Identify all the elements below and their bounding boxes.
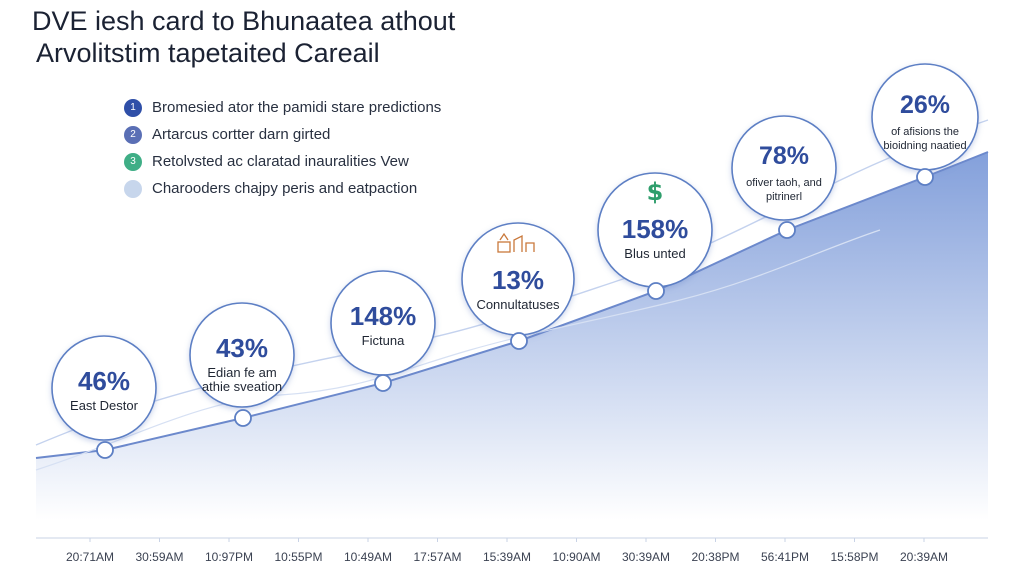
bubble-label: pitrinerl	[766, 191, 802, 203]
legend-item: 1 Bromesied ator the pamidi stare predic…	[124, 94, 441, 121]
bubble-value: 26%	[900, 91, 950, 119]
area-fill	[36, 152, 988, 520]
legend-item: Charooders chajpy peris and eatpaction	[124, 175, 441, 202]
x-tick-label: 20:38PM	[691, 550, 739, 564]
bubble-value: 13%	[492, 265, 544, 295]
data-point-marker	[234, 409, 252, 427]
data-bubble: 78% ofiver taoh, and pitrinerl	[731, 115, 837, 221]
x-tick-label: 20:71AM	[66, 550, 114, 564]
data-bubble: 13% Connultatuses	[461, 222, 575, 336]
bubble-label: of afisions the	[891, 126, 959, 138]
data-point-marker	[374, 374, 392, 392]
data-point-marker	[916, 168, 934, 186]
bubble-label: athie sveation	[202, 379, 282, 394]
bubble-value: 158%	[622, 214, 689, 244]
legend: 1 Bromesied ator the pamidi stare predic…	[124, 94, 441, 202]
tertiary-line	[35, 229, 881, 471]
data-point-marker	[510, 332, 528, 350]
chart-title-line-2: Arvolitstim tapetaited Careail	[36, 38, 380, 68]
legend-label: Bromesied ator the pamidi stare predicti…	[152, 99, 442, 116]
bubble-circle	[731, 115, 837, 221]
legend-label: Artarcus cortter darn girted	[152, 126, 331, 143]
x-tick-label: 15:58PM	[830, 550, 878, 564]
bubble-value: 78%	[759, 142, 809, 170]
bubble-label: ofiver taoh, and	[746, 177, 822, 189]
bubble-label: Connultatuses	[476, 297, 560, 312]
bubble-circle	[51, 335, 157, 441]
chart-title-line-1: DVE iesh card to Bhunaatea athout	[32, 6, 456, 36]
x-tick-label: 17:57AM	[413, 550, 461, 564]
legend-label: Charooders chajpy peris and eatpaction	[152, 180, 418, 197]
bubble-label: Edian fe am	[207, 365, 276, 380]
bubble-label: Fictuna	[362, 333, 405, 348]
x-tick-label: 56:41PM	[761, 550, 809, 564]
legend-item: 2 Artarcus cortter darn girted	[124, 121, 441, 148]
chart-icon	[497, 232, 535, 253]
legend-marker	[124, 179, 142, 198]
bubble-value: 43%	[216, 333, 268, 363]
x-tick-label: 10:90AM	[552, 550, 600, 564]
bubble-circle	[189, 302, 295, 408]
legend-marker: 3	[124, 152, 142, 171]
legend-item: 3 Retolvsted ac claratad inauralities Ve…	[124, 148, 441, 175]
data-bubble: 148% Fictuna	[330, 270, 436, 376]
bubble-value: 46%	[78, 366, 130, 396]
dollar-icon: $	[647, 178, 664, 206]
legend-marker: 2	[124, 125, 142, 144]
bubble-label: East Destor	[70, 398, 139, 413]
data-point-marker	[96, 441, 114, 459]
legend-label: Retolvsted ac claratad inauralities Vew	[152, 153, 409, 170]
data-bubble: $158% Blus unted	[597, 172, 713, 288]
bubble-label: Blus unted	[624, 246, 685, 261]
data-point-marker	[778, 221, 796, 239]
x-tick-label: 10:97PM	[205, 550, 253, 564]
x-tick-label: 30:59AM	[135, 550, 183, 564]
data-bubble: 46% East Destor	[51, 335, 157, 441]
x-tick-label: 20:39AM	[900, 550, 948, 564]
data-bubble: 26% of afisions the bioidning naatied	[871, 63, 979, 171]
x-tick-label: 10:49AM	[344, 550, 392, 564]
data-point-marker	[647, 282, 665, 300]
x-tick-label: 10:55PM	[274, 550, 322, 564]
x-tick-label: 15:39AM	[483, 550, 531, 564]
bubble-label: bioidning naatied	[883, 140, 966, 152]
legend-marker: 1	[124, 98, 142, 117]
x-tick-label: 30:39AM	[622, 550, 670, 564]
bubble-value: 148%	[350, 301, 417, 331]
